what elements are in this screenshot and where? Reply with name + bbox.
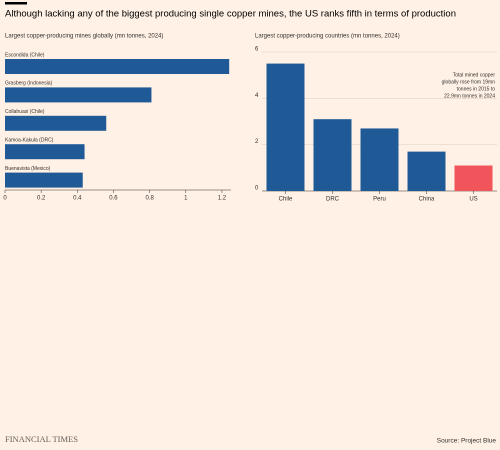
bar [454,165,493,191]
y-tick-label: 2 [255,139,259,145]
x-tick-label: 0.8 [145,196,154,202]
subtitle: Largest copper-producing mines globally … [5,34,163,40]
category-label: Escondida (Chile) [5,52,45,58]
y-tick-label: 6 [255,47,259,53]
subtitle: Largest copper-producing countries (mn t… [255,34,400,40]
x-tick-label: China [419,197,435,203]
bar [5,87,152,103]
x-tick-label: Peru [373,197,386,203]
x-tick-label: 0.6 [109,196,118,202]
x-tick-label: DRC [326,197,340,203]
annotation: globally rose from 19mn [442,79,496,85]
chart-title: Although lacking any of the biggest prod… [5,9,456,20]
category-label: Buenavista (Mexico) [5,166,51,172]
x-tick-label: US [469,197,477,203]
bar [5,59,230,74]
brand: FINANCIAL TIMES [5,434,78,444]
x-tick-label: 0.4 [73,196,82,202]
y-tick-label: 4 [255,93,259,99]
x-tick-label: 0 [3,196,7,202]
x-tick-label: 0.2 [37,196,46,202]
category-label: Kamoa-Kakula (DRC) [5,138,54,144]
source: Source: Project Blue [437,438,497,445]
category-label: Grasberg (Indonesia) [5,81,53,87]
annotation: 22.9mn tonnes in 2024 [444,93,495,99]
x-tick-label: 1.2 [218,196,227,202]
y-tick-label: 0 [255,186,259,192]
title-rule [5,2,27,5]
annotation: tonnes in 2015 to [457,86,496,92]
x-tick-label: 1 [184,196,188,202]
bar [407,151,446,191]
bar [5,144,85,160]
bar [313,119,352,191]
category-label: Collahuasi (Chile) [5,109,45,115]
bar [5,115,107,131]
bar [266,63,305,192]
annotation: Total mined copper [453,72,496,78]
x-tick-label: Chile [279,197,293,203]
bar [5,172,83,188]
bar [360,128,399,191]
